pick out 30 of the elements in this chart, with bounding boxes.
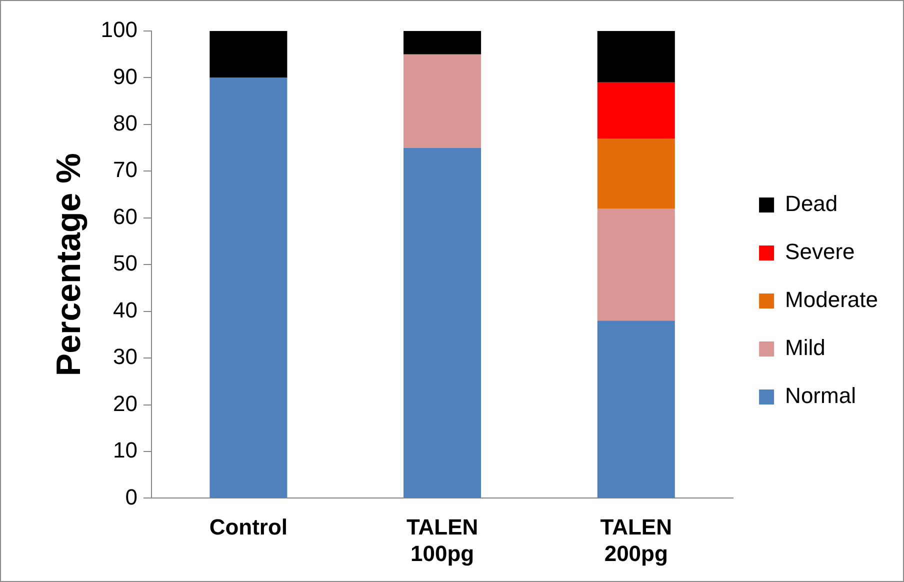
legend-label: Severe (785, 239, 855, 264)
bar (210, 31, 288, 78)
x-tick-label: TALEN 200pg (600, 514, 672, 566)
x-tick-label: Control (209, 514, 288, 540)
bar (210, 78, 288, 498)
bar (404, 148, 482, 498)
y-axis-title: Percentage % (50, 153, 88, 376)
y-tick-label: 50 (113, 250, 138, 276)
legend-label: Dead (785, 191, 838, 216)
bar (597, 320, 675, 498)
x-tick-label: TALEN 100pg (406, 514, 478, 566)
y-tick-label: 100 (100, 17, 138, 42)
y-tick-label: 60 (113, 204, 138, 229)
legend-label: Mild (785, 335, 826, 360)
bar (597, 82, 675, 138)
bar (597, 208, 675, 321)
legend-label: Normal (785, 383, 856, 408)
y-tick-label: 40 (113, 297, 138, 322)
bar (404, 54, 482, 148)
y-tick-label: 0 (125, 484, 138, 510)
y-tick-label: 10 (113, 438, 138, 463)
y-tick-label: 30 (113, 344, 138, 370)
bar (597, 138, 675, 209)
bar (404, 31, 482, 54)
y-tick-label: 20 (113, 390, 138, 416)
legend-label: Moderate (785, 287, 878, 312)
y-tick-label: 70 (113, 157, 138, 182)
y-tick-label: 90 (113, 64, 138, 89)
bar (597, 31, 675, 82)
y-tick-label: 80 (113, 110, 138, 136)
